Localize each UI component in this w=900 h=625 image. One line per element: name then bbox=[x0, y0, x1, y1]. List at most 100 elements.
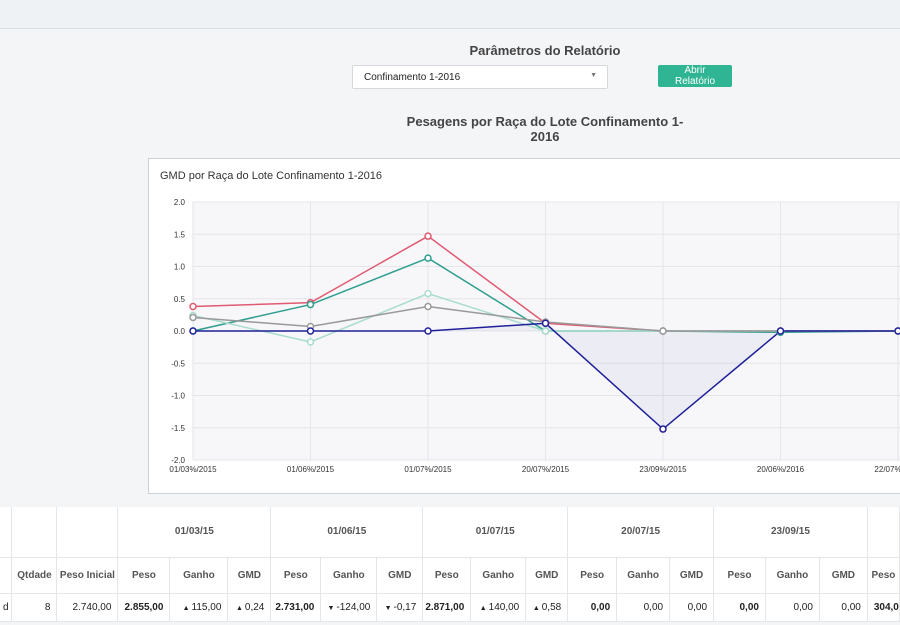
peso-header: Peso bbox=[117, 557, 171, 594]
gmd-header: GMD bbox=[227, 557, 272, 594]
peso-header: Peso bbox=[270, 557, 322, 594]
ganho-header: Ganho bbox=[616, 557, 671, 594]
ganho-cell: ▼ -124,00 bbox=[320, 593, 378, 622]
peso-inicial-header: Peso Inicial bbox=[56, 557, 119, 594]
gmd-cell: ▼ -0,17 bbox=[376, 593, 424, 622]
triangle-up-icon: ▲ bbox=[182, 604, 190, 612]
gmd-header: GMD bbox=[819, 557, 868, 594]
peso-inicial-cell: 2.740,00 bbox=[56, 593, 119, 622]
gmd-value: -0,17 bbox=[393, 601, 417, 613]
ganho-header: Ganho bbox=[765, 557, 820, 594]
data-point bbox=[424, 254, 432, 262]
peso-header: Peso bbox=[713, 557, 766, 594]
ganho-cell: ▲ 140,00 bbox=[470, 593, 527, 622]
chart-panel: GMD por Raça do Lote Confinamento 1-2016… bbox=[148, 158, 900, 494]
data-point bbox=[306, 300, 315, 309]
triangle-up-icon: ▲ bbox=[532, 604, 540, 612]
ganho-cell: ▲ 115,00 bbox=[169, 593, 229, 622]
gmd-header: GMD bbox=[669, 557, 715, 594]
qtd-cell: 8 bbox=[11, 593, 58, 622]
chart-title: GMD por Raça do Lote Confinamento 1-2016 bbox=[160, 170, 382, 182]
data-point bbox=[894, 327, 900, 335]
triangle-up-icon: ▲ bbox=[235, 604, 243, 612]
table-header-columns: Qtdade Peso Inicial Peso Ganho GMD Peso … bbox=[0, 557, 900, 594]
data-point bbox=[189, 313, 197, 322]
peso-header: Peso bbox=[567, 557, 618, 594]
data-point bbox=[306, 338, 315, 346]
y-tick-label: 2.0 bbox=[174, 198, 186, 207]
date-header: 20/07/15 bbox=[567, 507, 715, 558]
x-tick-label: 20/07%/2015 bbox=[522, 465, 570, 474]
triangle-down-icon: ▼ bbox=[327, 604, 335, 612]
peso-header: Peso bbox=[867, 557, 900, 594]
x-tick-label: 22/07%/2016 bbox=[874, 465, 900, 474]
y-tick-label: 1.5 bbox=[174, 230, 186, 239]
date-header: 23/09/15 bbox=[713, 507, 868, 558]
triangle-down-icon: ▼ bbox=[384, 604, 392, 612]
data-point bbox=[424, 232, 432, 240]
lote-select-value: Confinamento 1-2016 bbox=[364, 72, 461, 83]
date-header: 01/03/15 bbox=[117, 507, 272, 558]
peso-header: Peso bbox=[422, 557, 472, 594]
gmd-line-chart: 2.0 1.5 1.0 0.5 0.0 -0.5 -1.0 -1.5 -2.001/03%/20… bbox=[169, 198, 900, 474]
y-tick-label: -0.5 bbox=[171, 359, 185, 368]
table-header-dates: 01/03/15 01/06/15 01/07/15 20/07/15 23/0… bbox=[0, 507, 900, 558]
y-tick-label: 0.5 bbox=[174, 295, 186, 304]
date-header: 01/06/15 bbox=[270, 507, 424, 558]
data-point bbox=[424, 302, 432, 311]
open-report-button[interactable]: Abrir Relatório bbox=[658, 65, 732, 87]
header-cell bbox=[11, 507, 58, 558]
weighings-table: 01/03/15 01/06/15 01/07/15 20/07/15 23/0… bbox=[0, 507, 900, 622]
data-point bbox=[776, 327, 785, 335]
qtd-header: Qtdade bbox=[11, 557, 58, 594]
peso-cell: 304,0 bbox=[867, 593, 900, 622]
gmd-cell: 0,00 bbox=[669, 593, 715, 622]
x-tick-label: 20/06%/2016 bbox=[757, 465, 805, 474]
triangle-up-icon: ▲ bbox=[479, 604, 487, 612]
date-header: 01/07/15 bbox=[422, 507, 569, 558]
data-point bbox=[189, 327, 197, 335]
data-point bbox=[189, 302, 197, 311]
y-tick-label: -1.0 bbox=[171, 392, 185, 401]
ganho-header: Ganho bbox=[320, 557, 378, 594]
report-title: Pesagens por Raça do Lote Confinamento 1… bbox=[406, 114, 684, 144]
x-tick-label: 01/07%/2015 bbox=[404, 465, 452, 474]
peso-cell: 2.871,00 bbox=[422, 593, 472, 622]
ganho-cell: 0,00 bbox=[616, 593, 671, 622]
header-cell bbox=[0, 507, 13, 558]
peso-cell: 0,00 bbox=[713, 593, 766, 622]
ganho-cell: 0,00 bbox=[765, 593, 820, 622]
data-point bbox=[306, 327, 315, 335]
y-tick-label: 0.0 bbox=[174, 327, 186, 336]
ganho-value: 115,00 bbox=[191, 601, 222, 613]
ganho-value: 140,00 bbox=[488, 601, 520, 613]
peso-cell: 2.731,00 bbox=[270, 593, 322, 622]
data-point bbox=[424, 289, 432, 298]
ganho-value: -124,00 bbox=[336, 601, 371, 613]
header-cell bbox=[56, 507, 119, 558]
ganho-header: Ganho bbox=[470, 557, 527, 594]
gmd-header: GMD bbox=[376, 557, 424, 594]
x-tick-label: 23/09%/2015 bbox=[639, 465, 687, 474]
gmd-cell: 0,00 bbox=[819, 593, 868, 622]
x-tick-label: 01/03%/2015 bbox=[169, 465, 217, 474]
lote-select[interactable]: Confinamento 1-2016 ▼ bbox=[352, 65, 608, 89]
y-tick-label: -1.5 bbox=[171, 424, 185, 433]
x-tick-label: 01/06%/2015 bbox=[287, 465, 335, 474]
parameters-title: Parâmetros do Relatório bbox=[469, 43, 621, 58]
data-point bbox=[424, 327, 432, 335]
top-bar bbox=[0, 0, 900, 29]
series-area bbox=[193, 323, 898, 430]
raca-cell: d bbox=[0, 593, 13, 622]
chevron-down-icon: ▼ bbox=[590, 72, 597, 79]
gmd-value: 0,58 bbox=[541, 601, 562, 613]
header-cell bbox=[0, 557, 13, 594]
ganho-header: Ganho bbox=[169, 557, 229, 594]
gmd-header: GMD bbox=[525, 557, 569, 594]
peso-cell: 2.855,00 bbox=[117, 593, 171, 622]
header-cell bbox=[867, 507, 900, 558]
data-point bbox=[659, 425, 667, 433]
gmd-value: 0,24 bbox=[244, 601, 265, 613]
data-point bbox=[541, 319, 550, 328]
y-tick-label: -2.0 bbox=[171, 456, 185, 465]
